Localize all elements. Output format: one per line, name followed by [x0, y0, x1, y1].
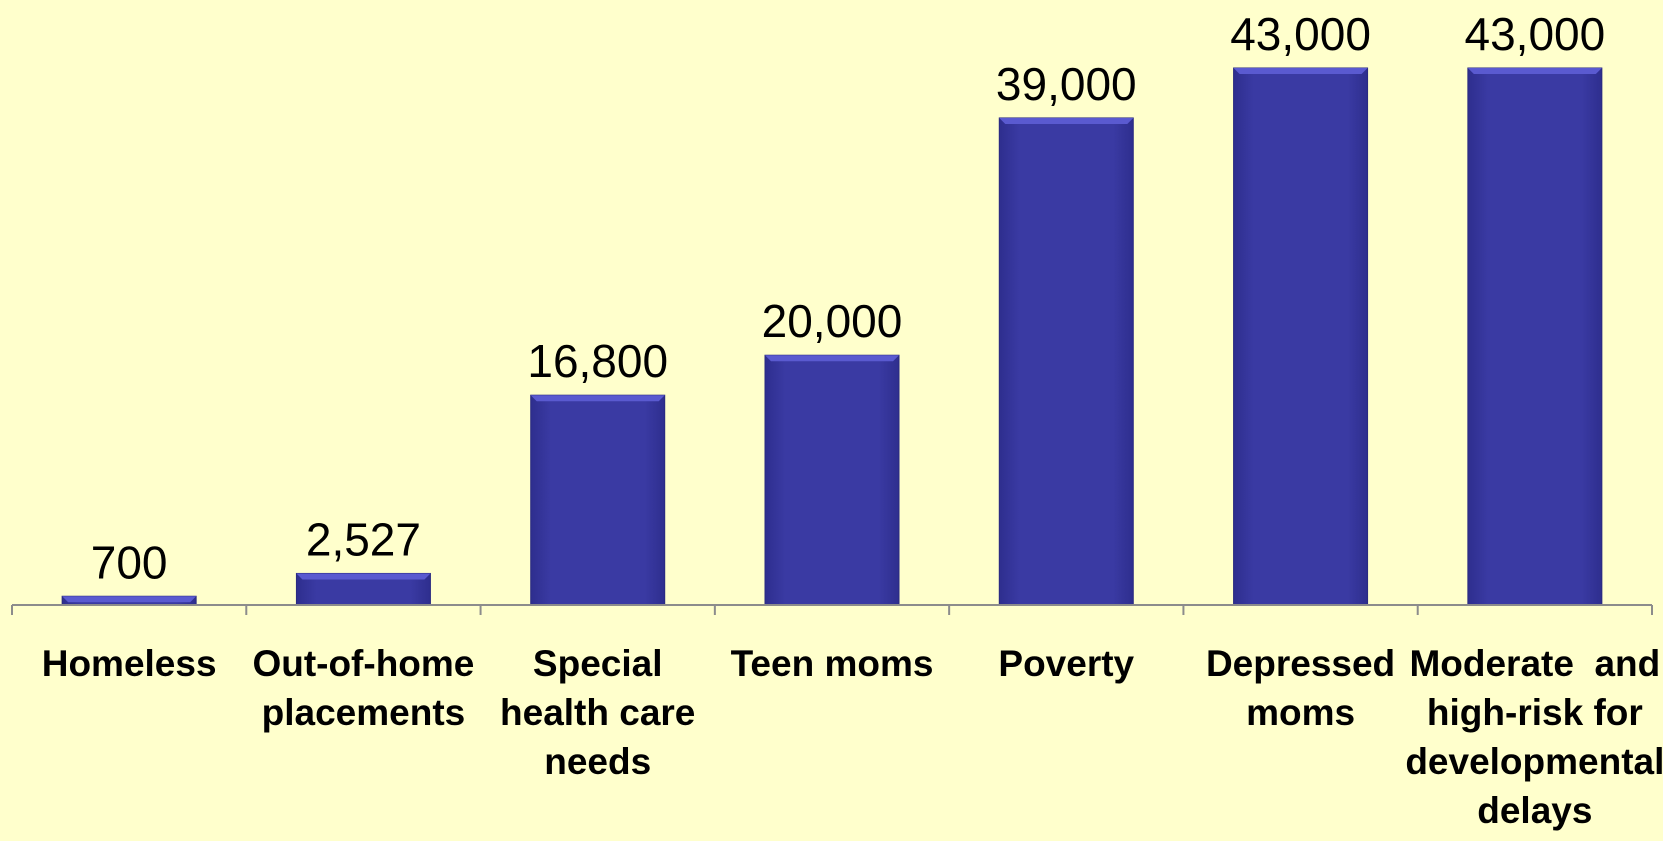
bar-top-6: [1467, 68, 1602, 74]
value-label-4: 39,000: [996, 58, 1137, 110]
category-label-0: Homeless: [42, 643, 217, 684]
category-label-line: Out-of-home: [252, 643, 474, 684]
category-label-line: high-risk for: [1427, 692, 1643, 733]
category-label-line: Poverty: [998, 643, 1134, 684]
value-label-5: 43,000: [1230, 8, 1371, 60]
category-label-2: Special health care needs: [500, 643, 695, 782]
category-label-line: Teen moms: [731, 643, 934, 684]
bar-6: [1467, 67, 1603, 606]
bar-3: [764, 354, 900, 606]
category-label-line: needs: [544, 741, 651, 782]
bar-5: [1233, 67, 1369, 606]
bar-4: [998, 117, 1134, 606]
category-label-1: Out-of-home placements: [252, 643, 474, 733]
bar-top-3: [765, 355, 899, 362]
category-label-3: Teen moms: [731, 643, 934, 684]
bar-top-4: [999, 117, 1134, 124]
category-label-line: Depressed: [1206, 643, 1395, 684]
value-label-0: 700: [91, 536, 168, 588]
category-label-line: Homeless: [42, 643, 217, 684]
bar-top-1: [296, 573, 431, 580]
category-label-5: Depressed moms: [1206, 643, 1395, 733]
category-label-line: developmental: [1405, 741, 1663, 782]
category-label-4: Poverty: [998, 643, 1134, 684]
bar-top-5: [1233, 68, 1368, 74]
category-label-6: Moderate and high-risk for developmental de…: [1405, 643, 1663, 831]
category-label-line: Special: [533, 643, 663, 684]
category-label-line: moms: [1246, 692, 1355, 733]
bar-2: [530, 394, 666, 606]
value-label-6: 43,000: [1465, 8, 1606, 60]
category-label-line: Moderate and: [1409, 643, 1660, 684]
value-label-2: 16,800: [527, 335, 668, 387]
category-label-line: placements: [262, 692, 466, 733]
value-label-1: 2,527: [306, 513, 421, 565]
bar-top-0: [62, 596, 197, 603]
bar-top-2: [530, 395, 665, 402]
value-label-3: 20,000: [762, 295, 903, 347]
category-label-line: delays: [1477, 790, 1592, 831]
category-label-line: health care: [500, 692, 695, 733]
